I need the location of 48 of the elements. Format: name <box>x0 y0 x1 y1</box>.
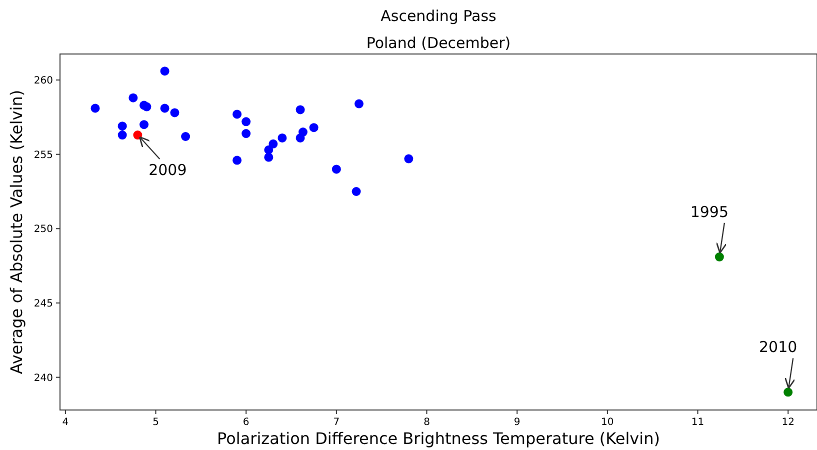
point <box>714 252 724 262</box>
y-tick-label: 260 <box>34 76 53 87</box>
chart-title: Ascending Pass <box>380 7 497 25</box>
point <box>278 133 287 142</box>
annotation: 2010 <box>759 338 798 356</box>
point <box>242 129 251 138</box>
point <box>232 156 242 165</box>
point <box>160 104 170 113</box>
point <box>160 66 170 76</box>
point <box>404 154 414 164</box>
point <box>296 105 305 114</box>
point <box>298 128 308 137</box>
point <box>784 388 793 397</box>
point <box>128 93 138 102</box>
x-tick-label: 11 <box>691 417 704 428</box>
x-tick-label: 10 <box>601 417 614 428</box>
x-tick-label: 4 <box>62 417 69 428</box>
x-tick-label: 5 <box>152 417 159 428</box>
y-tick-label: 250 <box>34 224 53 236</box>
x-tick-label: 12 <box>782 417 794 428</box>
point <box>332 164 341 174</box>
y-axis-title: Average of Absolute Values (Kelvin) <box>7 90 26 374</box>
point <box>170 108 180 118</box>
point <box>181 132 190 141</box>
chart-subtitle: Poland (December) <box>366 34 511 52</box>
y-tick-label: 240 <box>34 372 53 384</box>
x-tick-label: 6 <box>242 417 250 428</box>
point <box>242 117 251 126</box>
x-tick-label: 8 <box>424 417 430 428</box>
y-tick-label: 255 <box>34 150 53 161</box>
y-tick-label: 245 <box>34 298 53 310</box>
point <box>232 110 242 119</box>
x-tick-label: 9 <box>514 417 520 428</box>
point <box>268 139 278 148</box>
point <box>140 120 149 130</box>
point <box>264 152 274 162</box>
x-axis-title: Polarization Difference Brightness Temperature (Kelvin) <box>217 429 660 448</box>
point <box>142 102 152 112</box>
x-tick-label: 7 <box>333 417 340 428</box>
point <box>118 122 127 131</box>
point <box>309 123 318 132</box>
point <box>118 130 127 140</box>
annotation: 2009 <box>148 161 187 180</box>
point <box>354 99 364 108</box>
point <box>133 130 142 140</box>
point <box>352 186 361 196</box>
annotation: 1995 <box>690 202 729 221</box>
point <box>90 104 100 113</box>
